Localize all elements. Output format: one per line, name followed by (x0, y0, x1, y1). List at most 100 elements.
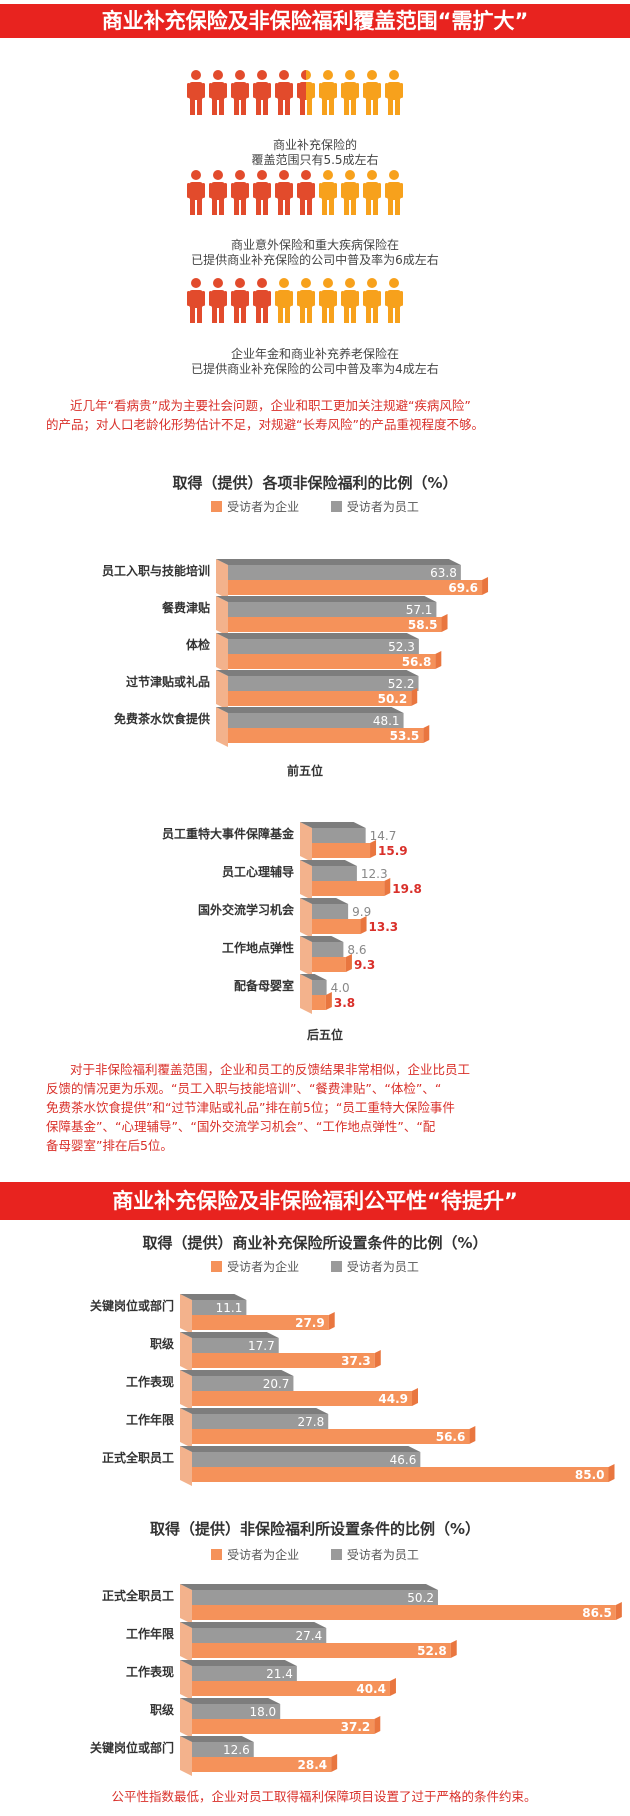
person-head (235, 170, 245, 180)
chart-nonins-benefits: 63.869.6 员工入职与技能培训 57.158.5 餐费津贴 52.356.8 体检 5… (102, 559, 489, 1014)
person-leg (300, 307, 305, 323)
person-leg (329, 99, 334, 115)
person-icon (341, 278, 359, 323)
chart-title-nonins-conditions: 取得（提供）非保险福利所设置条件的比例（%） (149, 1520, 481, 1538)
person-arm (290, 291, 293, 306)
legend-label-company: 受访者为企业 (227, 1548, 300, 1562)
bar-top-employee (180, 1584, 438, 1590)
bar-side-wall (216, 707, 228, 747)
person-head (191, 278, 201, 288)
person-arm (202, 83, 205, 98)
bar-side-wall (180, 1332, 192, 1372)
value-label-employee: 57.1 (406, 603, 433, 617)
person-leg (329, 307, 334, 323)
bar-company (228, 617, 442, 632)
person-arm (297, 183, 300, 198)
people-infographic (187, 70, 403, 323)
person-leg (322, 199, 327, 215)
person-head (367, 278, 377, 288)
person-arm (312, 183, 315, 198)
person-leg (256, 99, 261, 115)
person-head (191, 170, 201, 180)
person-body (365, 290, 379, 308)
person-leg (241, 199, 246, 215)
person-arm (268, 291, 271, 306)
person-head (257, 70, 267, 80)
bar-end-company (435, 651, 442, 669)
value-label-employee: 27.8 (298, 1415, 325, 1429)
person-leg (344, 99, 349, 115)
bar-employee (228, 676, 419, 691)
person-arm (385, 183, 388, 198)
people-caption-3: 企业年金和商业补充养老保险在 已提供商业补充保险的公司中普及率为4成左右 (155, 347, 475, 377)
person-leg (256, 199, 261, 215)
person-arm (356, 183, 359, 198)
legend-nonins: 受访者为企业 受访者为员工 (0, 498, 630, 515)
value-label-employee: 9.9 (352, 905, 371, 919)
person-leg (307, 199, 312, 215)
person-leg (322, 99, 327, 115)
person-icon (385, 170, 403, 215)
category-label: 关键岗位或部门 (90, 1298, 174, 1313)
person-leg (197, 199, 202, 215)
person-leg (190, 199, 195, 215)
category-label: 工作表现 (126, 1664, 174, 1679)
section-banner-fairness: 商业补充保险及非保险福利公平性“待提升” (0, 1182, 630, 1220)
caption-line: 商业补充保险的 (272, 138, 357, 152)
person-leg (278, 99, 283, 115)
legend-swatch-company (211, 1261, 223, 1272)
person-icon (297, 278, 315, 323)
person-body (321, 182, 335, 200)
person-arm (187, 183, 190, 198)
legend-swatch-employee (330, 1549, 342, 1560)
person-leg (278, 307, 283, 323)
person-body (343, 290, 357, 308)
person-leg (307, 99, 312, 115)
value-label-company: 28.4 (298, 1758, 328, 1772)
person-body (343, 182, 357, 200)
person-leg (395, 99, 400, 115)
person-leg (212, 199, 217, 215)
person-arm (275, 291, 278, 306)
person-icon (363, 278, 381, 323)
bar-top-employee (300, 974, 327, 980)
bar-top-employee (300, 860, 357, 866)
person-icon (363, 170, 381, 215)
person-leg (241, 99, 246, 115)
person-arm (202, 291, 205, 306)
bar-end-company (412, 1388, 419, 1406)
group-label-bottom5: 后五位 (306, 1028, 343, 1042)
person-arm (378, 291, 381, 306)
person-icon (319, 170, 337, 215)
person-body (343, 82, 357, 100)
bar-side-wall (180, 1736, 192, 1776)
note-line: 备母婴室”排在后5位。 (46, 1138, 173, 1153)
caption-line: 企业年金和商业补充养老保险在 (230, 347, 399, 361)
bar-top-employee (180, 1660, 297, 1666)
bar-end-company (615, 1602, 622, 1620)
note-line: 对于非保险福利覆盖范围，企业和员工的反馈结果非常相似，企业比员工 (70, 1062, 471, 1077)
bar-employee (192, 1338, 279, 1353)
value-label-employee: 8.6 (347, 943, 366, 957)
bar-side-wall (180, 1584, 192, 1624)
value-label-company: 3.8 (334, 996, 355, 1010)
person-head (301, 278, 311, 288)
person-body (233, 182, 247, 200)
person-arm (275, 183, 278, 198)
person-leg (256, 307, 261, 323)
bar-side-wall (180, 1294, 192, 1334)
legend-ins-conditions: 受访者为企业 受访者为员工 (0, 1258, 630, 1275)
value-label-employee: 52.2 (388, 677, 415, 691)
note-line: 反馈的情况更为乐观。“员工入职与技能培训”、“餐费津贴”、“体检”、“ (46, 1081, 442, 1096)
person-leg (219, 99, 224, 115)
person-arm (290, 183, 293, 198)
bar-end-company (374, 1350, 381, 1368)
person-leg (285, 307, 290, 323)
bar-top-employee (216, 670, 419, 676)
person-icon (275, 278, 293, 323)
person-icon (319, 70, 337, 115)
bar-end-company (325, 992, 332, 1010)
person-leg (241, 307, 246, 323)
person-arm (246, 291, 249, 306)
